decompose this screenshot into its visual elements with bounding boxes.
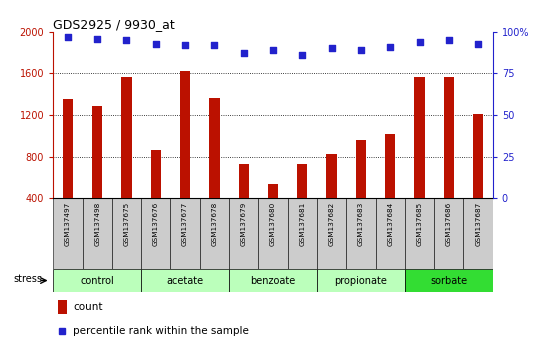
Text: GSM137498: GSM137498 bbox=[94, 202, 100, 246]
Bar bbox=[180, 72, 190, 198]
Bar bbox=[326, 154, 337, 198]
Point bbox=[327, 46, 336, 51]
Text: count: count bbox=[73, 302, 102, 313]
Bar bbox=[53, 269, 141, 292]
Bar bbox=[151, 150, 161, 198]
Text: GSM137679: GSM137679 bbox=[241, 202, 247, 246]
Point bbox=[151, 41, 160, 46]
Text: GSM137686: GSM137686 bbox=[446, 202, 452, 246]
Text: GSM137681: GSM137681 bbox=[299, 202, 305, 246]
Bar bbox=[82, 198, 112, 269]
Text: GSM137682: GSM137682 bbox=[329, 202, 335, 246]
Bar bbox=[268, 184, 278, 198]
Point bbox=[298, 52, 307, 58]
Bar bbox=[63, 99, 73, 198]
Bar bbox=[258, 198, 288, 269]
Bar bbox=[229, 269, 317, 292]
Point bbox=[474, 41, 483, 46]
Point bbox=[239, 51, 248, 56]
Text: GSM137675: GSM137675 bbox=[123, 202, 129, 246]
Bar bbox=[346, 198, 376, 269]
Bar bbox=[317, 269, 405, 292]
Point bbox=[122, 37, 131, 43]
Text: GSM137685: GSM137685 bbox=[417, 202, 423, 246]
Point bbox=[63, 34, 72, 40]
Bar bbox=[434, 198, 464, 269]
Bar bbox=[229, 198, 258, 269]
Bar bbox=[58, 301, 67, 314]
Bar bbox=[414, 76, 424, 198]
Text: GSM137684: GSM137684 bbox=[387, 202, 393, 246]
Text: GSM137677: GSM137677 bbox=[182, 202, 188, 246]
Bar bbox=[385, 134, 395, 198]
Bar bbox=[288, 198, 317, 269]
Bar bbox=[141, 269, 229, 292]
Text: benzoate: benzoate bbox=[250, 275, 296, 286]
Bar bbox=[444, 76, 454, 198]
Bar bbox=[297, 164, 307, 198]
Bar bbox=[405, 198, 434, 269]
Text: percentile rank within the sample: percentile rank within the sample bbox=[73, 326, 249, 336]
Point bbox=[210, 42, 219, 48]
Text: GSM137687: GSM137687 bbox=[475, 202, 481, 246]
Bar bbox=[141, 198, 170, 269]
Text: stress: stress bbox=[13, 274, 43, 284]
Bar bbox=[200, 198, 229, 269]
Bar bbox=[170, 198, 200, 269]
Point bbox=[356, 47, 365, 53]
Bar bbox=[239, 164, 249, 198]
Bar bbox=[405, 269, 493, 292]
Text: GSM137680: GSM137680 bbox=[270, 202, 276, 246]
Point bbox=[415, 39, 424, 45]
Point bbox=[445, 37, 454, 43]
Point bbox=[386, 44, 395, 50]
Bar bbox=[92, 106, 102, 198]
Text: GSM137683: GSM137683 bbox=[358, 202, 364, 246]
Point bbox=[269, 47, 278, 53]
Bar bbox=[473, 114, 483, 198]
Bar bbox=[356, 140, 366, 198]
Point bbox=[93, 36, 102, 41]
Point bbox=[180, 42, 189, 48]
Bar bbox=[317, 198, 346, 269]
Bar bbox=[112, 198, 141, 269]
Text: propionate: propionate bbox=[334, 275, 388, 286]
Text: GSM137497: GSM137497 bbox=[65, 202, 71, 246]
Bar bbox=[53, 198, 82, 269]
Bar bbox=[122, 76, 132, 198]
Text: GSM137678: GSM137678 bbox=[211, 202, 217, 246]
Bar bbox=[376, 198, 405, 269]
Text: GDS2925 / 9930_at: GDS2925 / 9930_at bbox=[53, 18, 175, 31]
Text: GSM137676: GSM137676 bbox=[153, 202, 159, 246]
Text: acetate: acetate bbox=[166, 275, 204, 286]
Bar bbox=[464, 198, 493, 269]
Text: control: control bbox=[80, 275, 114, 286]
Bar bbox=[209, 98, 220, 198]
Text: sorbate: sorbate bbox=[430, 275, 468, 286]
